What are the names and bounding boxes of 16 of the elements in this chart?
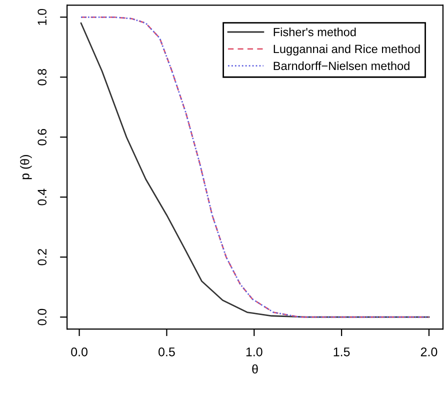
legend-label: Luggannai and Rice method [274, 44, 420, 56]
y-tick-label: 0.4 [38, 188, 47, 206]
x-tick-label: 1.5 [334, 348, 350, 356]
y-axis-title: p (θ) [20, 155, 32, 180]
x-tick-label: 0.0 [71, 347, 88, 356]
y-tick-label: 0.6 [38, 128, 47, 146]
x-axis-title: θ [252, 364, 258, 374]
x-tick-label: 0.5 [158, 347, 175, 356]
legend-label: Fisher's method [274, 28, 356, 36]
x-tick-label: 1.0 [246, 347, 262, 356]
y-tick-label: 0.0 [38, 308, 47, 326]
y-tick-label: 0.2 [38, 249, 47, 266]
legend-label: Barndorff−Nielsen method [274, 61, 410, 70]
y-tick-label: 1.0 [38, 8, 47, 25]
x-tick-label: 2.0 [420, 347, 438, 356]
y-tick-label: 0.8 [38, 68, 47, 86]
